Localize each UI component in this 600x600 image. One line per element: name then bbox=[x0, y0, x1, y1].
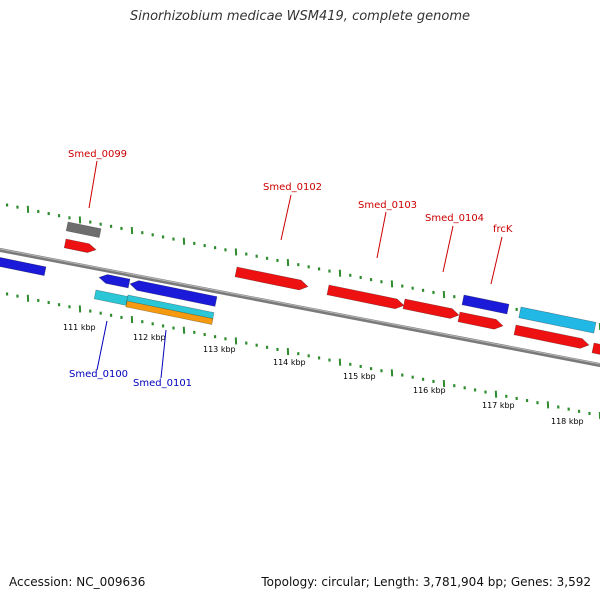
gene-feature-reverse bbox=[129, 280, 218, 307]
genome-summary-text: Topology: circular; Length: 3,781,904 bp… bbox=[261, 575, 591, 589]
gene-feature-reverse bbox=[98, 274, 131, 289]
gene-label-leader bbox=[96, 320, 108, 371]
gene-feature-forward bbox=[234, 266, 309, 291]
gene-label: Smed_0104 bbox=[425, 213, 484, 224]
gene-label-leader bbox=[490, 236, 503, 285]
gene-feature-reverse bbox=[461, 294, 510, 315]
gene-feature-forward bbox=[326, 284, 405, 310]
accession-text: Accession: NC_009636 bbox=[9, 575, 146, 589]
gene-feature-forward bbox=[457, 311, 504, 330]
scale-label: 112 kbp bbox=[133, 333, 166, 342]
gene-feature-forward bbox=[513, 324, 590, 349]
gene-label: Smed_0100 bbox=[69, 369, 128, 380]
genome-backbone bbox=[0, 247, 600, 368]
gene-label-leader bbox=[280, 194, 292, 241]
scale-label: 116 kbp bbox=[413, 386, 446, 395]
scale-label: 118 kbp bbox=[551, 417, 584, 426]
gene-label: frcK bbox=[493, 224, 513, 235]
gene-feature-forward bbox=[402, 298, 460, 319]
gene-feature-orange bbox=[125, 300, 214, 325]
genome-backbone-highlight bbox=[0, 248, 600, 365]
scale-label: 114 kbp bbox=[273, 358, 306, 367]
gene-feature-light-blue bbox=[518, 306, 597, 334]
map-title: Sinorhizobium medicae WSM419, complete g… bbox=[129, 9, 471, 24]
scale-label: 117 kbp bbox=[482, 401, 515, 410]
gene-label: Smed_0103 bbox=[358, 200, 417, 211]
scale-label: 111 kbp bbox=[63, 323, 96, 332]
gene-label-leader bbox=[442, 225, 454, 273]
scale-label: 115 kbp bbox=[343, 372, 376, 381]
gene-label-leader bbox=[376, 211, 387, 259]
gene-feature-reverse bbox=[0, 256, 47, 277]
gene-feature-forward bbox=[63, 238, 97, 253]
gene-feature-pseudo bbox=[65, 221, 102, 238]
gene-label-leader bbox=[88, 160, 98, 209]
gene-label: Smed_0101 bbox=[133, 378, 192, 389]
gene-label: Smed_0099 bbox=[68, 149, 127, 160]
gene-label: Smed_0102 bbox=[263, 182, 322, 193]
gene-feature-cyan bbox=[93, 289, 129, 306]
gene-label-leader bbox=[160, 329, 167, 379]
gene-feature-forward bbox=[591, 342, 600, 356]
scale-label: 113 kbp bbox=[203, 345, 236, 354]
